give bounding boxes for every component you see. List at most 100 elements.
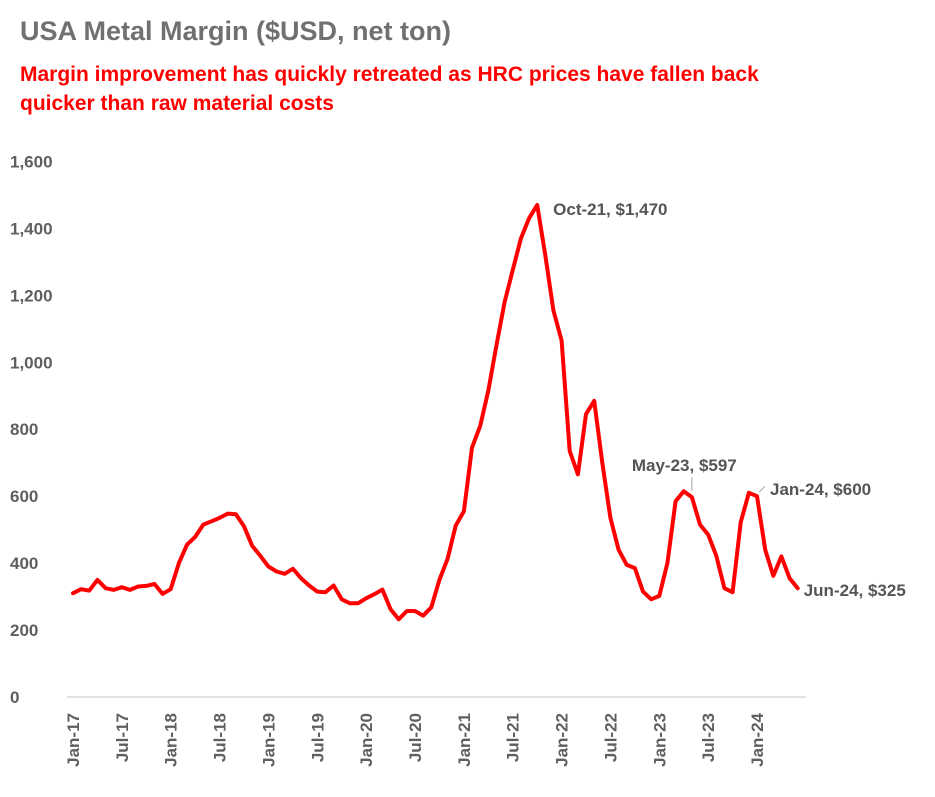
data-point xyxy=(299,576,303,580)
data-point xyxy=(340,597,344,601)
data-point xyxy=(315,590,319,594)
data-point xyxy=(413,609,417,613)
data-point xyxy=(519,237,523,240)
y-tick-label: 800 xyxy=(10,420,38,439)
data-point xyxy=(226,512,230,516)
data-point xyxy=(486,389,490,393)
data-point xyxy=(755,494,759,498)
annotation-label: May-23, $597 xyxy=(632,456,737,475)
x-tick-label: Jul-20 xyxy=(406,713,425,762)
data-point xyxy=(283,572,287,576)
data-point xyxy=(763,548,767,552)
data-point xyxy=(551,308,555,312)
data-point xyxy=(690,495,694,499)
data-point xyxy=(405,609,409,613)
data-point xyxy=(104,586,108,590)
data-point xyxy=(437,578,441,582)
data-point xyxy=(389,607,393,611)
x-tick-label: Jul-21 xyxy=(504,713,523,762)
data-point xyxy=(535,203,539,207)
x-tick-label: Jul-18 xyxy=(211,713,230,762)
data-point xyxy=(250,544,254,548)
y-tick-label: 200 xyxy=(10,621,38,640)
data-point xyxy=(617,548,621,552)
x-tick-label: Jul-23 xyxy=(699,713,718,762)
x-tick-label: Jan-23 xyxy=(650,713,669,767)
y-tick-label: 1,600 xyxy=(10,152,53,171)
data-point xyxy=(657,594,661,598)
data-point xyxy=(543,253,547,257)
chart-subtitle: Margin improvement has quickly retreated… xyxy=(20,63,759,115)
data-point xyxy=(462,509,466,513)
data-point xyxy=(144,584,148,588)
x-tick-label: Jan-22 xyxy=(553,713,572,767)
data-point xyxy=(397,617,401,621)
data-point xyxy=(185,543,189,547)
data-point xyxy=(560,339,564,342)
data-point xyxy=(307,584,311,587)
data-point xyxy=(739,520,743,524)
data-point xyxy=(494,344,498,348)
data-point xyxy=(372,592,376,596)
data-point xyxy=(470,446,474,450)
data-point xyxy=(706,533,710,537)
data-point xyxy=(633,566,637,570)
data-point xyxy=(87,589,91,593)
data-point xyxy=(332,584,336,587)
data-point xyxy=(788,576,792,580)
annotation-leader xyxy=(758,485,766,493)
x-tick-label: Jul-17 xyxy=(113,713,132,762)
data-point xyxy=(193,535,197,539)
data-point xyxy=(71,591,75,595)
data-point xyxy=(152,582,156,586)
data-point xyxy=(674,499,678,503)
data-point xyxy=(201,523,205,527)
data-point xyxy=(364,596,368,600)
data-point xyxy=(258,554,262,558)
x-tick-label: Jul-19 xyxy=(308,713,327,762)
data-point xyxy=(429,605,433,609)
data-point xyxy=(608,516,612,520)
data-point xyxy=(600,461,604,465)
y-tick-label: 400 xyxy=(10,554,38,573)
annotation-label: Oct-21, $1,470 xyxy=(553,200,667,219)
series-group xyxy=(71,203,800,622)
data-point xyxy=(568,449,572,453)
data-point xyxy=(242,524,246,528)
x-tick-label: Jan-24 xyxy=(748,712,767,766)
annotations-group: Oct-21, $1,470 May-23, $597 Jan-24, $600 Ju… xyxy=(553,200,906,600)
y-tick-label: 600 xyxy=(10,487,38,506)
data-point xyxy=(120,585,124,589)
x-tick-label: Jan-18 xyxy=(162,713,181,767)
data-point xyxy=(649,597,653,601)
y-tick-label: 1,000 xyxy=(10,353,53,372)
data-point xyxy=(209,519,213,523)
y-tick-label: 1,200 xyxy=(10,286,53,305)
data-point xyxy=(722,586,726,590)
series-line xyxy=(71,203,800,622)
x-tick-label: Jul-22 xyxy=(601,713,620,762)
data-point xyxy=(234,512,238,516)
data-point xyxy=(731,590,735,594)
data-point xyxy=(682,489,686,493)
data-point xyxy=(641,590,645,594)
data-point xyxy=(511,268,515,272)
data-point xyxy=(446,557,450,561)
data-point xyxy=(79,587,83,591)
x-tick-label: Jan-19 xyxy=(259,713,278,767)
data-point xyxy=(323,590,327,594)
data-point xyxy=(454,524,458,528)
y-axis-ticks: 0 200 400 600 800 1,000 1,200 1,400 1,600 xyxy=(10,152,53,707)
x-axis-ticks: Jan-17 Jul-17 Jan-18 Jul-18 Jan-19 Jul-19 Jan-… xyxy=(64,712,767,766)
data-point xyxy=(592,399,596,403)
data-point xyxy=(95,578,99,582)
data-point xyxy=(128,588,132,592)
data-point xyxy=(576,472,580,476)
x-tick-label: Jan-20 xyxy=(357,713,376,767)
x-tick-label: Jan-21 xyxy=(455,713,474,767)
data-point xyxy=(161,592,165,596)
data-point xyxy=(779,554,783,558)
data-point xyxy=(177,561,181,565)
data-point xyxy=(714,554,718,558)
data-point xyxy=(380,588,384,592)
